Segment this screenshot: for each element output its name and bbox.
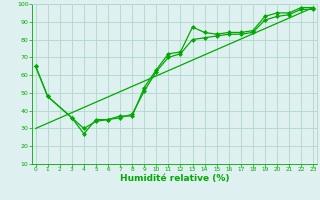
X-axis label: Humidité relative (%): Humidité relative (%) bbox=[120, 174, 229, 183]
